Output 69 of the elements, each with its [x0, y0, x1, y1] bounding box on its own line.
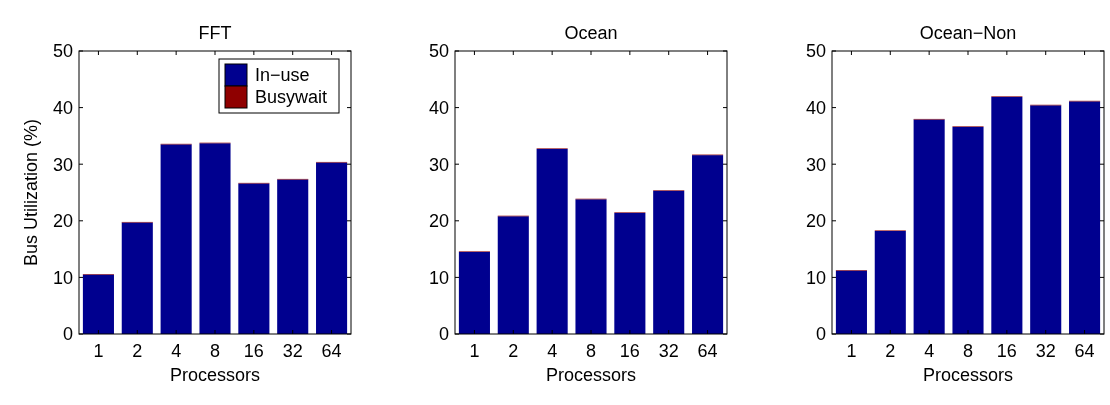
x-axis-title: Processors: [922, 365, 1014, 385]
y-tick-label: 40: [428, 97, 449, 118]
x-axis-title: Processors: [169, 365, 261, 385]
chart-title: Ocean: [564, 23, 618, 43]
y-tick-label: 20: [52, 211, 73, 232]
x-tick-label: 64: [1074, 341, 1095, 361]
y-tick-label: 40: [805, 97, 826, 118]
y-tick-label: 10: [805, 267, 826, 288]
bar: [913, 119, 945, 334]
y-tick-label: 40: [52, 97, 73, 118]
bar: [82, 274, 114, 334]
x-tick-label: 4: [924, 341, 935, 361]
bar: [458, 251, 490, 334]
bar: [991, 96, 1023, 334]
x-tick-label: 8: [585, 341, 597, 361]
bar: [1069, 101, 1101, 334]
y-tick-label: 50: [52, 41, 73, 62]
bar: [1030, 105, 1062, 334]
x-tick-label: 1: [93, 341, 104, 361]
x-tick-label: 32: [1035, 341, 1056, 361]
bar: [614, 212, 646, 334]
y-tick-label: 50: [805, 41, 826, 62]
x-tick-label: 8: [962, 341, 974, 361]
y-tick-label: 30: [428, 154, 449, 175]
x-tick-label: 16: [243, 341, 264, 361]
bar: [835, 270, 867, 334]
x-tick-label: 32: [658, 341, 679, 361]
y-tick-label: 20: [805, 211, 826, 232]
bar: [575, 199, 607, 334]
bar: [536, 148, 568, 334]
chart-title: FFT: [198, 23, 232, 43]
y-tick-label: 20: [428, 211, 449, 232]
x-tick-label: 16: [619, 341, 640, 361]
x-tick-label: 2: [132, 341, 143, 361]
x-tick-label: 4: [547, 341, 558, 361]
x-tick-label: 64: [321, 341, 342, 361]
bar: [874, 230, 906, 334]
x-tick-label: 2: [508, 341, 519, 361]
bar: [952, 126, 984, 334]
y-tick-label: 0: [438, 324, 449, 345]
x-axis-title: Processors: [545, 365, 637, 385]
bar: [238, 183, 270, 334]
bar: [692, 155, 724, 334]
x-tick-label: 64: [697, 341, 718, 361]
x-tick-label: 4: [171, 341, 182, 361]
x-tick-label: 32: [282, 341, 303, 361]
x-tick-label: 2: [885, 341, 896, 361]
y-tick-label: 0: [815, 324, 826, 345]
x-tick-label: 8: [209, 341, 221, 361]
bar: [277, 179, 309, 334]
y-tick-label: 10: [428, 267, 449, 288]
x-tick-label: 16: [996, 341, 1017, 361]
y-tick-label: 50: [428, 41, 449, 62]
chart-title: Ocean−Non: [919, 23, 1017, 43]
y-axis-title: Bus Utilization (%): [21, 118, 41, 267]
x-tick-label: 1: [469, 341, 480, 361]
y-tick-label: 10: [52, 267, 73, 288]
bar: [121, 222, 153, 334]
legend-label: Busywait: [255, 87, 328, 108]
x-tick-label: 1: [846, 341, 857, 361]
y-tick-label: 30: [52, 154, 73, 175]
bar: [497, 216, 529, 334]
y-tick-label: 0: [62, 324, 73, 345]
bar: [160, 144, 192, 334]
bar: [653, 190, 685, 334]
bar: [316, 162, 348, 334]
legend-label: In−use: [255, 65, 310, 86]
y-tick-label: 30: [805, 154, 826, 175]
bar: [199, 143, 231, 334]
